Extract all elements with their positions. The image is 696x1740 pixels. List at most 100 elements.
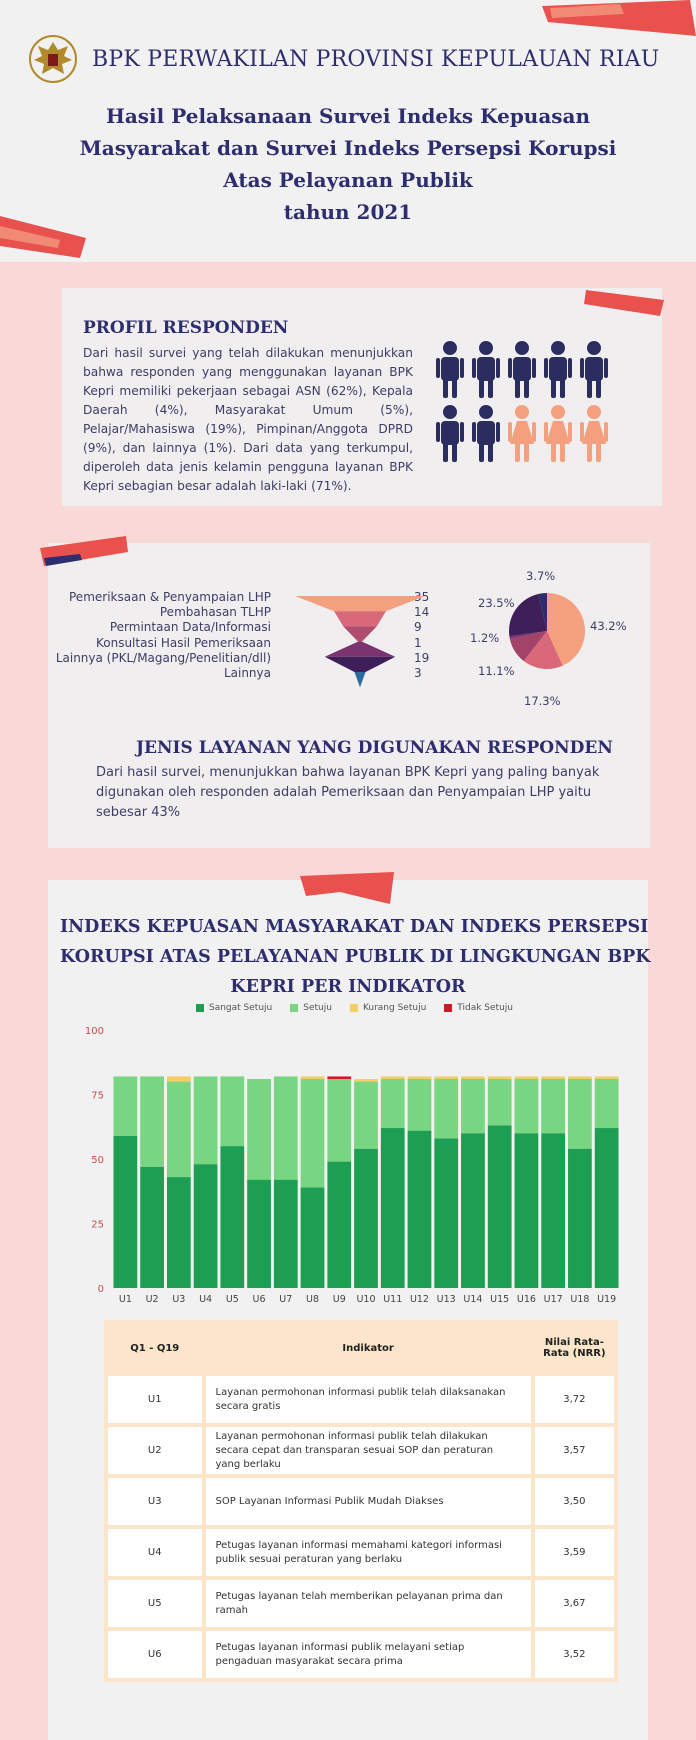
x-tick-label: U18 (570, 1294, 589, 1305)
funnel-category-label: Lainnya (PKL/Magang/Penelitian/dll) (55, 650, 271, 665)
indicator-table: Q1 - Q19 Indikator Nilai Rata-Rata (NRR)… (104, 1320, 618, 1682)
bar-segment (113, 1135, 138, 1288)
legend-swatch (290, 1004, 299, 1012)
bar-segment (594, 1079, 619, 1129)
people-gender-pictogram (436, 341, 608, 462)
funnel-segment (343, 626, 377, 642)
x-tick-label: U13 (437, 1294, 456, 1305)
bar-segment (140, 1076, 164, 1167)
bar-segment (434, 1138, 459, 1288)
legend-label: Setuju (303, 1003, 332, 1013)
org-name: BPK PERWAKILAN PROVINSI KEPULAUAN RIAU (92, 46, 660, 72)
main-title-line: Masyarakat dan Survei Indeks Persepsi Ko… (79, 136, 617, 160)
bar-segment (327, 1076, 352, 1080)
table-row: U4 Petugas layanan informasi memahami ka… (108, 1529, 614, 1576)
bar-segment (514, 1076, 539, 1080)
bar-segment (487, 1125, 512, 1288)
bar-segment (380, 1076, 405, 1080)
funnel-category-label: Lainnya (223, 666, 271, 680)
table-cell-nrr: 3,67 (534, 1580, 614, 1627)
bar-segment (193, 1164, 218, 1288)
bar-segment (541, 1133, 566, 1288)
table-row: U5 Petugas layanan telah memberikan pela… (108, 1580, 614, 1627)
torn-paper-decoration (584, 290, 664, 316)
funnel-value-label: 3 (414, 666, 422, 680)
bar-segment (354, 1081, 378, 1149)
main-title: Hasil Pelaksanaan Survei Indeks Kepuasan… (60, 100, 636, 228)
table-cell-indikator: Petugas layanan telah memberikan pelayan… (205, 1580, 531, 1627)
main-title-line: Atas Pelayanan Publik (223, 168, 473, 192)
funnel-segment (324, 656, 396, 672)
x-tick-label: U5 (226, 1294, 239, 1305)
index-title-line: KORUPSI ATAS PELAYANAN PUBLIK DI LINGKUN… (60, 947, 651, 967)
table-cell-code: U1 (108, 1376, 202, 1423)
bar-segment (113, 1076, 138, 1136)
table-cell-nrr: 3,57 (534, 1427, 614, 1474)
table-cell-code: U3 (108, 1478, 202, 1525)
pie-label: 3.7% (526, 569, 556, 583)
torn-paper-decoration (0, 216, 86, 258)
bar-segment (434, 1076, 459, 1080)
bar-segment (300, 1076, 325, 1080)
bar-segment (166, 1081, 191, 1178)
x-tick-label: U4 (199, 1294, 212, 1305)
table-cell-indikator: Layanan permohonan informasi publik tela… (205, 1427, 531, 1474)
table-cell-nrr: 3,52 (534, 1631, 614, 1678)
torn-paper-decoration (40, 536, 128, 566)
funnel-chart (295, 596, 425, 688)
table-cell-indikator: Petugas layanan informasi memahami kateg… (205, 1529, 531, 1576)
x-tick-label: U11 (383, 1294, 402, 1305)
x-tick-label: U19 (597, 1294, 616, 1305)
legend-label: Tidak Setuju (457, 1003, 513, 1013)
funnel-value-label: 9 (414, 620, 422, 635)
bar-segment (594, 1128, 619, 1288)
bar-segment (140, 1166, 164, 1288)
table-cell-code: U6 (108, 1631, 202, 1678)
legend-item: Tidak Setuju (444, 1003, 513, 1013)
bar-segment (594, 1076, 619, 1080)
pie-slice (509, 631, 547, 640)
x-tick-label: U9 (333, 1294, 346, 1305)
funnel-segment (295, 596, 425, 612)
bar-segment (568, 1148, 592, 1288)
bar-segment (514, 1133, 539, 1288)
legend-item: Sangat Setuju (196, 1003, 272, 1013)
male-person-icon (436, 405, 464, 462)
funnel-value-label: 1 (414, 635, 422, 650)
bar-segment (461, 1076, 485, 1080)
male-person-icon (580, 341, 608, 398)
bar-segment (568, 1076, 592, 1080)
bar-segment (407, 1079, 432, 1131)
legend-label: Sangat Setuju (209, 1003, 273, 1013)
male-person-icon (472, 341, 500, 398)
bar-segment (327, 1079, 352, 1162)
bar-segment (193, 1076, 218, 1165)
jenis-layanan-title: JENIS LAYANAN YANG DIGUNAKAN RESPONDEN (136, 738, 613, 758)
table-cell-code: U5 (108, 1580, 202, 1627)
table-row: U2 Layanan permohonan informasi publik t… (108, 1427, 614, 1474)
bar-segment (461, 1079, 485, 1134)
bar-segment (300, 1187, 325, 1288)
pie-slice (509, 594, 547, 637)
header: BPK PERWAKILAN PROVINSI KEPULAUAN RIAU (28, 34, 659, 84)
funnel-segment (354, 672, 366, 688)
legend-swatch (444, 1004, 453, 1012)
profil-title: PROFIL RESPONDEN (83, 318, 289, 338)
bar-segment (354, 1148, 378, 1288)
bar-segment (166, 1177, 191, 1288)
funnel-category-label: Konsultasi Hasil Pemeriksaan (95, 635, 271, 650)
y-tick-label: 50 (91, 1155, 104, 1166)
x-tick-label: U16 (517, 1294, 536, 1305)
funnel-segment (324, 641, 396, 657)
x-tick-label: U12 (410, 1294, 429, 1305)
table-cell-indikator: Layanan permohonan informasi publik tela… (205, 1376, 531, 1423)
chart-legend: Sangat Setuju Setuju Kurang Setuju Tidak… (196, 1003, 513, 1013)
y-tick-label: 75 (91, 1091, 104, 1102)
table-cell-nrr: 3,50 (534, 1478, 614, 1525)
bar-segment (273, 1179, 298, 1288)
x-tick-label: U3 (172, 1294, 185, 1305)
pie-label: 17.3% (524, 694, 561, 708)
male-person-icon (436, 341, 464, 398)
x-tick-label: U17 (544, 1294, 563, 1305)
funnel-category-label: Permintaan Data/Informasi (109, 620, 271, 635)
